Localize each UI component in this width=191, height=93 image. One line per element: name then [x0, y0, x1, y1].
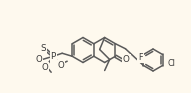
Text: O: O — [36, 55, 43, 64]
Text: S: S — [40, 44, 46, 53]
Text: O: O — [58, 61, 65, 70]
Text: F: F — [138, 53, 143, 62]
Text: O: O — [123, 55, 130, 64]
Text: P: P — [51, 52, 56, 61]
Text: O: O — [42, 63, 49, 72]
Text: −: − — [34, 54, 39, 60]
Text: Cl: Cl — [168, 59, 175, 68]
